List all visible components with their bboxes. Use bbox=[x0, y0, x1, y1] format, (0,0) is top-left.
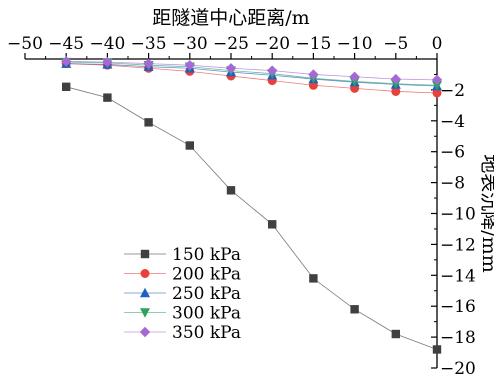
ticks: −50 −45 −40 −35 −30 −25 −20 −15 −10 −5 0−2−4−6−8−1… bbox=[7, 34, 476, 374]
legend-marker bbox=[140, 269, 150, 278]
x-tick-label: −40 bbox=[89, 34, 125, 54]
y-tick-label: −6 bbox=[440, 143, 465, 163]
x-tick-label: −45 bbox=[48, 34, 84, 54]
data-point bbox=[391, 86, 401, 96]
legend-label: 250 kPa bbox=[172, 284, 241, 304]
data-point bbox=[432, 345, 442, 354]
x-tick-label: −35 bbox=[131, 34, 167, 54]
legend-item: 250 kPa bbox=[124, 284, 241, 304]
y-tick-label: −4 bbox=[440, 112, 465, 132]
data-point bbox=[390, 73, 401, 85]
data-point bbox=[61, 56, 72, 67]
legend-item: 200 kPa bbox=[124, 265, 241, 285]
x-tick-label: −20 bbox=[254, 34, 290, 54]
series-layer bbox=[61, 56, 443, 354]
data-point bbox=[225, 63, 237, 74]
legend-item: 150 kPa bbox=[124, 245, 241, 265]
legend-label: 300 kPa bbox=[172, 304, 241, 324]
data-point bbox=[103, 93, 112, 102]
x-axis-title: 距隧道中心距离/m bbox=[152, 7, 309, 29]
y-tick-label: −12 bbox=[440, 235, 476, 255]
data-point bbox=[143, 58, 154, 69]
data-point bbox=[431, 74, 443, 86]
y-tick-label: −14 bbox=[440, 266, 476, 286]
data-point bbox=[184, 59, 195, 71]
data-point bbox=[349, 71, 360, 82]
x-tick-label: −15 bbox=[295, 34, 331, 54]
legend-item: 300 kPa bbox=[124, 304, 241, 324]
y-tick-label: −20 bbox=[440, 359, 476, 374]
x-tick-label: −50 bbox=[7, 34, 43, 54]
data-point bbox=[432, 88, 442, 98]
y-tick-label: −18 bbox=[440, 328, 476, 348]
data-point bbox=[308, 69, 319, 80]
data-point bbox=[226, 186, 236, 195]
x-tick-label: −25 bbox=[213, 34, 249, 54]
data-point bbox=[267, 65, 278, 76]
legend-marker bbox=[140, 249, 150, 259]
x-tick-label: −5 bbox=[383, 34, 408, 54]
series-line bbox=[66, 63, 438, 94]
data-point bbox=[144, 118, 153, 127]
legend-label: 200 kPa bbox=[172, 265, 241, 285]
legend-label: 350 kPa bbox=[172, 323, 241, 343]
x-tick-label: 0 bbox=[432, 34, 443, 54]
y-tick-label: −16 bbox=[440, 297, 476, 317]
series-line bbox=[66, 86, 438, 350]
data-point bbox=[102, 56, 113, 68]
data-point bbox=[432, 81, 442, 91]
x-tick-label: −30 bbox=[172, 34, 208, 54]
legend-marker bbox=[140, 287, 150, 298]
series-line bbox=[66, 60, 438, 81]
x-tick-label: −10 bbox=[337, 34, 373, 54]
y-tick-label: −2 bbox=[440, 81, 465, 101]
y-tick-label: −10 bbox=[440, 205, 476, 225]
data-point bbox=[268, 220, 277, 229]
legend-item: 350 kPa bbox=[124, 323, 241, 343]
series-4 bbox=[61, 56, 443, 86]
legend-marker bbox=[140, 308, 150, 318]
legend-marker bbox=[139, 326, 151, 338]
series-0 bbox=[62, 82, 442, 354]
data-point bbox=[391, 329, 400, 339]
data-point bbox=[350, 305, 359, 314]
data-point bbox=[309, 274, 318, 283]
series-line bbox=[66, 63, 438, 87]
legend-label: 150 kPa bbox=[172, 245, 241, 265]
data-point bbox=[62, 82, 71, 92]
y-axis-title: 地表沉降/mm bbox=[478, 154, 494, 272]
data-point bbox=[185, 141, 194, 150]
y-tick-label: −8 bbox=[440, 174, 465, 194]
series-line bbox=[66, 61, 438, 86]
